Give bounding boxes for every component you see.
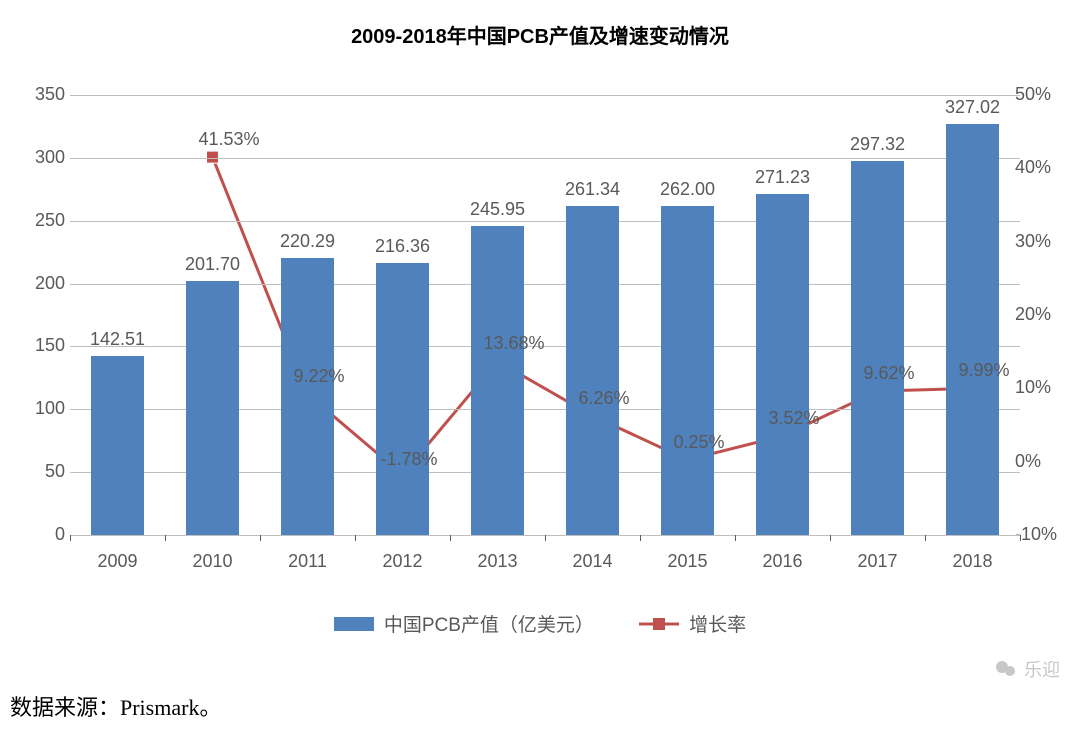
bar bbox=[376, 263, 428, 535]
y-right-tick-label: 50% bbox=[1015, 84, 1051, 105]
source-text: 数据来源：Prismark。 bbox=[10, 690, 221, 722]
legend-item-bar: 中国PCB产值（亿美元） bbox=[334, 610, 594, 637]
x-tick-mark bbox=[735, 535, 736, 541]
x-tick-mark bbox=[925, 535, 926, 541]
bar bbox=[281, 258, 333, 535]
x-tick-mark bbox=[355, 535, 356, 541]
bar bbox=[756, 194, 808, 535]
bar-value-label: 327.02 bbox=[945, 97, 1000, 118]
x-tick-mark bbox=[450, 535, 451, 541]
legend-bar-label: 中国PCB产值（亿美元） bbox=[384, 610, 594, 637]
wechat-icon bbox=[994, 657, 1018, 681]
x-tick-label: 2010 bbox=[192, 551, 232, 572]
legend-item-line: 增长率 bbox=[639, 610, 746, 637]
bar bbox=[851, 161, 903, 535]
line-value-label: 41.53% bbox=[199, 129, 260, 150]
bar bbox=[471, 226, 523, 535]
x-tick-mark bbox=[830, 535, 831, 541]
legend-line-label: 增长率 bbox=[689, 610, 746, 637]
bar-value-label: 261.34 bbox=[565, 179, 620, 200]
x-axis: 2009 2010 2011 2012 2013 2014 2015 2016 2017 2018 bbox=[70, 545, 1020, 585]
y-left-tick-label: 300 bbox=[35, 147, 65, 168]
x-tick-label: 2017 bbox=[857, 551, 897, 572]
x-tick-label: 2013 bbox=[477, 551, 517, 572]
bar-value-label: 297.32 bbox=[850, 134, 905, 155]
x-tick-label: 2009 bbox=[97, 551, 137, 572]
x-tick-label: 2015 bbox=[667, 551, 707, 572]
line-value-label: 9.99% bbox=[959, 360, 1010, 381]
plot-area: 142.51 201.70 220.29 216.36 245.95 261.34 262.… bbox=[70, 95, 1020, 535]
bar-value-label: 220.29 bbox=[280, 231, 335, 252]
x-tick-mark bbox=[640, 535, 641, 541]
watermark: 乐迎 bbox=[994, 656, 1060, 682]
y-axis-left: 050100150200250300350 bbox=[20, 95, 65, 535]
y-axis-right: -10%0%10%20%30%40%50% bbox=[1015, 95, 1060, 535]
line-value-label: 0.25% bbox=[674, 432, 725, 453]
line-value-label: -1.78% bbox=[381, 449, 438, 470]
y-left-tick-label: 250 bbox=[35, 210, 65, 231]
y-left-tick-label: 100 bbox=[35, 398, 65, 419]
y-left-tick-label: 0 bbox=[55, 524, 65, 545]
x-tick-mark bbox=[545, 535, 546, 541]
y-left-tick-label: 200 bbox=[35, 273, 65, 294]
bar-value-label: 262.00 bbox=[660, 179, 715, 200]
bar-value-label: 201.70 bbox=[185, 254, 240, 275]
chart-title: 2009-2018年中国PCB产值及增速变动情况 bbox=[0, 0, 1080, 49]
y-right-tick-label: 10% bbox=[1015, 377, 1051, 398]
line-value-label: 6.26% bbox=[579, 388, 630, 409]
chart-container: 2009-2018年中国PCB产值及增速变动情况 0 50 100 150 200 250… bbox=[0, 0, 1080, 742]
bar bbox=[661, 206, 713, 535]
y-right-tick-label: 40% bbox=[1015, 157, 1051, 178]
y-right-tick-label: -10% bbox=[1015, 524, 1057, 545]
bar-value-label: 271.23 bbox=[755, 167, 810, 188]
gridline bbox=[70, 95, 1020, 96]
line-value-label: 9.62% bbox=[864, 363, 915, 384]
line-value-label: 13.68% bbox=[484, 333, 545, 354]
y-left-tick-label: 350 bbox=[35, 84, 65, 105]
bar-value-label: 216.36 bbox=[375, 236, 430, 257]
bar-value-label: 245.95 bbox=[470, 199, 525, 220]
gridline bbox=[70, 158, 1020, 159]
bar bbox=[946, 124, 998, 535]
x-tick-label: 2011 bbox=[288, 551, 327, 572]
x-tick-label: 2014 bbox=[572, 551, 612, 572]
x-tick-mark bbox=[165, 535, 166, 541]
x-tick-mark bbox=[1020, 535, 1021, 541]
y-left-tick-label: 150 bbox=[35, 335, 65, 356]
x-tick-label: 2018 bbox=[952, 551, 992, 572]
watermark-text: 乐迎 bbox=[1024, 656, 1060, 682]
y-left-tick-label: 50 bbox=[45, 461, 65, 482]
bar-value-label: 142.51 bbox=[90, 329, 145, 350]
x-tick-label: 2012 bbox=[382, 551, 422, 572]
line-value-label: 9.22% bbox=[294, 366, 345, 387]
y-right-tick-label: 30% bbox=[1015, 231, 1051, 252]
x-tick-mark bbox=[70, 535, 71, 541]
bar bbox=[186, 281, 238, 535]
bar bbox=[91, 356, 143, 535]
x-tick-label: 2016 bbox=[762, 551, 802, 572]
x-tick-mark bbox=[260, 535, 261, 541]
legend-bar-swatch bbox=[334, 617, 374, 631]
line-value-label: 3.52% bbox=[769, 408, 820, 429]
bar bbox=[566, 206, 618, 535]
y-right-tick-label: 20% bbox=[1015, 304, 1051, 325]
legend-line-swatch bbox=[639, 617, 679, 631]
legend: 中国PCB产值（亿美元） 增长率 bbox=[0, 610, 1080, 637]
